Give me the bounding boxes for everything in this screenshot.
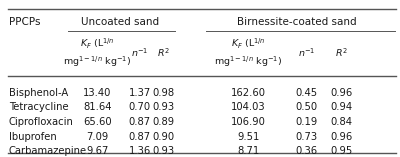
- Text: $\mathit{R}^{2}$: $\mathit{R}^{2}$: [335, 47, 348, 59]
- Text: 0.90: 0.90: [152, 132, 174, 142]
- Text: 0.93: 0.93: [152, 146, 174, 156]
- Text: 0.70: 0.70: [129, 102, 151, 112]
- Text: Bisphenol-A: Bisphenol-A: [9, 88, 68, 98]
- Text: $\mathit{R}^{2}$: $\mathit{R}^{2}$: [157, 47, 170, 59]
- Text: Ibuprofen: Ibuprofen: [9, 132, 56, 142]
- Text: 8.71: 8.71: [238, 146, 260, 156]
- Text: 0.36: 0.36: [296, 146, 318, 156]
- Text: 104.03: 104.03: [231, 102, 266, 112]
- Text: 0.93: 0.93: [152, 102, 174, 112]
- Text: $\mathit{K}_F$ (L$^{1/n}$: $\mathit{K}_F$ (L$^{1/n}$: [231, 37, 266, 51]
- Text: 106.90: 106.90: [231, 117, 266, 127]
- Text: 0.45: 0.45: [296, 88, 318, 98]
- Text: 81.64: 81.64: [83, 102, 112, 112]
- Text: 0.96: 0.96: [330, 132, 353, 142]
- Text: Uncoated sand: Uncoated sand: [82, 17, 160, 27]
- Text: n$^{-1}$: n$^{-1}$: [131, 47, 148, 59]
- Text: Tetracycline: Tetracycline: [9, 102, 68, 112]
- Text: Birnessite-coated sand: Birnessite-coated sand: [237, 17, 357, 27]
- Text: 0.89: 0.89: [152, 117, 174, 127]
- Text: 0.98: 0.98: [152, 88, 174, 98]
- Text: 0.84: 0.84: [331, 117, 353, 127]
- Text: 0.73: 0.73: [296, 132, 318, 142]
- Text: 7.09: 7.09: [86, 132, 108, 142]
- Text: 1.36: 1.36: [129, 146, 151, 156]
- Text: 65.60: 65.60: [83, 117, 112, 127]
- Text: 0.87: 0.87: [129, 132, 151, 142]
- Text: 1.37: 1.37: [129, 88, 151, 98]
- Text: mg$^{1-1/n}$ kg$^{-1}$): mg$^{1-1/n}$ kg$^{-1}$): [214, 55, 283, 69]
- Text: $\mathit{K}_F$ (L$^{1/n}$: $\mathit{K}_F$ (L$^{1/n}$: [80, 37, 114, 51]
- Text: 0.50: 0.50: [296, 102, 318, 112]
- Text: 9.67: 9.67: [86, 146, 108, 156]
- Text: n$^{-1}$: n$^{-1}$: [298, 47, 315, 59]
- Text: 0.94: 0.94: [331, 102, 353, 112]
- Text: 0.95: 0.95: [330, 146, 353, 156]
- Text: 162.60: 162.60: [231, 88, 266, 98]
- Text: 0.96: 0.96: [330, 88, 353, 98]
- Text: 13.40: 13.40: [83, 88, 112, 98]
- Text: PPCPs: PPCPs: [9, 17, 40, 27]
- Text: 0.19: 0.19: [296, 117, 318, 127]
- Text: 0.87: 0.87: [129, 117, 151, 127]
- Text: 9.51: 9.51: [237, 132, 260, 142]
- Text: Carbamazepine: Carbamazepine: [9, 146, 87, 156]
- Text: mg$^{1-1/n}$ kg$^{-1}$): mg$^{1-1/n}$ kg$^{-1}$): [63, 55, 131, 69]
- Text: Ciprofloxacin: Ciprofloxacin: [9, 117, 74, 127]
